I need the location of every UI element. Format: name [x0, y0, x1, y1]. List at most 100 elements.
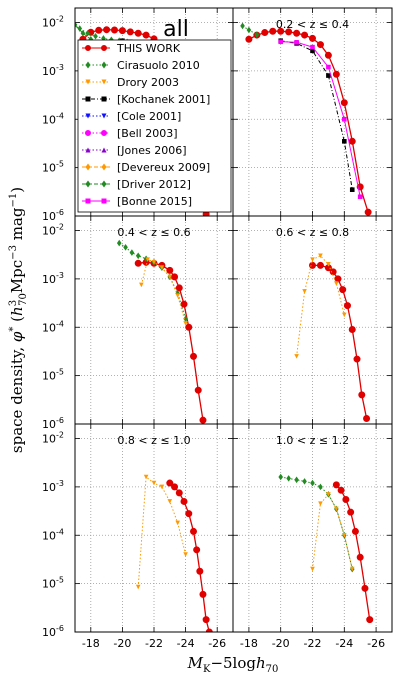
data-point: [175, 293, 180, 298]
x-tick-label: -22: [145, 637, 163, 650]
series-group: [240, 22, 372, 216]
panel-3: 0.6 < z ≤ 0.8: [232, 215, 393, 425]
legend-marker: [85, 180, 91, 188]
data-point: [159, 265, 165, 271]
data-point: [286, 475, 291, 482]
panel-4: 0.8 < z ≤ 1.0: [74, 423, 234, 633]
data-point: [183, 552, 188, 557]
y-axis-title: space density, φ* (h370Mpc−3 mag−1): [8, 187, 29, 453]
data-point: [318, 253, 323, 259]
data-point: [364, 208, 372, 216]
data-point: [294, 354, 299, 359]
data-point: [199, 416, 207, 424]
data-point: [349, 566, 355, 572]
legend-marker: [85, 61, 91, 69]
data-point: [85, 29, 90, 37]
data-point: [285, 28, 293, 36]
y-tick-label: 10-4: [42, 527, 64, 542]
series-group: [116, 239, 207, 424]
legend-label: Cirasuolo 2010: [117, 59, 200, 72]
data-point: [366, 616, 374, 624]
y-tick-label: 10-3: [42, 271, 64, 286]
data-point: [302, 289, 307, 294]
data-point: [171, 483, 179, 491]
data-point: [324, 51, 332, 59]
data-point: [175, 520, 180, 526]
data-point: [332, 70, 340, 78]
series-line-this-work: [138, 261, 204, 421]
y-tick-label: 10-3: [42, 479, 64, 494]
legend-label: [Bonne 2015]: [117, 195, 192, 208]
y-tick-label: 10-2: [42, 223, 64, 238]
x-tick-label: -26: [208, 637, 226, 650]
panel-label: 0.6 < z ≤ 0.8: [276, 226, 349, 239]
panel-5: 1.0 < z ≤ 1.2: [232, 423, 393, 633]
data-point: [357, 194, 363, 200]
data-point: [318, 501, 323, 506]
legend-entry: [Jones 2006]: [82, 144, 187, 157]
legend-marker: [101, 147, 107, 153]
data-point: [126, 28, 134, 36]
data-point: [342, 312, 347, 318]
data-point: [93, 32, 98, 40]
data-point: [342, 116, 347, 122]
data-point: [340, 99, 348, 107]
series-line-this-work: [335, 484, 371, 620]
data-point: [294, 476, 299, 484]
data-point: [337, 486, 345, 494]
legend-label: [Kochanek 2001]: [117, 93, 210, 106]
data-point: [342, 139, 347, 144]
legend-entry: [Devereux 2009]: [82, 161, 210, 174]
legend-marker: [101, 180, 107, 188]
series-line-drory-2003: [312, 493, 353, 570]
x-tick-label: -18: [82, 637, 100, 650]
data-point: [356, 553, 364, 561]
data-point: [334, 281, 339, 286]
data-point: [180, 497, 188, 505]
legend-marker: [101, 130, 107, 136]
data-point: [240, 22, 245, 30]
data-point: [310, 48, 315, 54]
data-point: [190, 527, 197, 535]
data-point: [166, 266, 174, 274]
x-tick-label: -20: [272, 637, 290, 650]
legend-marker: [101, 61, 107, 69]
legend-label: [Cole 2001]: [117, 110, 181, 123]
y-tick-label: 10-5: [42, 368, 64, 383]
legend-label: [Jones 2006]: [117, 144, 187, 157]
legend-marker: [85, 130, 91, 136]
series-line-drory-2003: [296, 255, 345, 357]
data-point: [353, 355, 361, 363]
legend-marker: [85, 163, 91, 171]
data-point: [142, 31, 150, 39]
data-point: [202, 616, 210, 624]
data-point: [116, 239, 122, 247]
data-point: [185, 323, 193, 331]
y-tick-label: 10-2: [42, 15, 64, 30]
legend-marker: [101, 163, 107, 171]
data-point: [205, 628, 213, 632]
data-point: [269, 27, 277, 35]
series-line--bonne-2015-: [280, 41, 361, 197]
data-point: [139, 282, 144, 288]
data-point: [254, 31, 260, 38]
data-point: [342, 495, 350, 503]
legend-marker: [85, 45, 91, 51]
data-point: [342, 532, 347, 538]
data-point: [347, 508, 355, 516]
panel-label: 0.8 < z ≤ 1.0: [117, 434, 190, 447]
data-point: [80, 29, 86, 37]
data-point: [111, 26, 118, 34]
data-point: [245, 35, 253, 43]
legend-entry: Cirasuolo 2010: [82, 59, 200, 72]
x-tick-label: -24: [335, 637, 353, 650]
x-axis-title: MK−5logh70: [187, 654, 279, 675]
data-point: [95, 26, 103, 34]
y-tick-label: 10-4: [42, 111, 64, 126]
series-group: [135, 474, 213, 632]
y-tick-label: 10-4: [42, 319, 64, 334]
panel-label: 0.2 < z ≤ 0.4: [276, 18, 349, 31]
data-point: [134, 29, 142, 37]
x-tick-label: -22: [304, 637, 322, 650]
